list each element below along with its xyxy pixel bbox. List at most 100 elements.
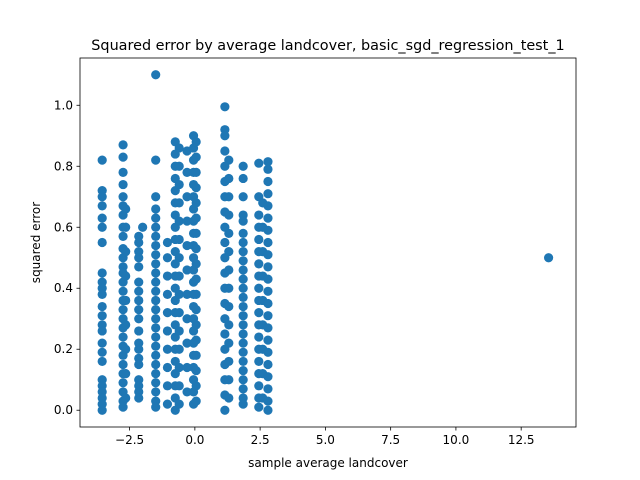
data-point [97, 289, 107, 299]
data-point [151, 378, 161, 388]
data-point [254, 283, 264, 293]
data-point [254, 381, 264, 391]
x-tick-label: 12.5 [508, 433, 535, 447]
data-point [151, 295, 161, 306]
data-point [151, 387, 161, 397]
data-point [263, 372, 273, 382]
data-point [174, 253, 184, 263]
x-tick-label: 5.0 [316, 433, 335, 447]
data-point [191, 350, 201, 360]
data-point [224, 265, 234, 275]
data-point [263, 250, 273, 260]
data-point [220, 102, 230, 112]
data-point [174, 289, 184, 299]
data-point [191, 320, 201, 330]
data-point [151, 70, 161, 80]
data-point [134, 314, 144, 324]
x-tick-label: 7.5 [381, 433, 400, 447]
data-point [263, 274, 273, 284]
data-point [191, 183, 201, 193]
data-point [151, 359, 161, 370]
data-point [238, 384, 248, 394]
data-point [224, 228, 234, 238]
data-point [238, 228, 248, 238]
data-point [224, 301, 234, 312]
data-point [224, 173, 234, 184]
data-point [263, 225, 273, 235]
data-point [191, 289, 201, 299]
data-point [97, 301, 107, 312]
data-point [254, 402, 264, 412]
data-point [220, 131, 230, 141]
data-point [254, 259, 264, 269]
data-point [97, 213, 107, 223]
data-point [191, 198, 201, 208]
data-point [238, 347, 248, 357]
data-point [191, 381, 201, 391]
data-point [118, 304, 128, 315]
data-point [191, 244, 201, 254]
data-point [263, 396, 273, 406]
data-point [162, 381, 173, 391]
data-point [191, 213, 201, 223]
data-point [134, 237, 144, 248]
data-point [162, 399, 173, 409]
y-tick-label: 0.8 [54, 159, 73, 173]
data-point [118, 286, 128, 296]
x-tick-label: 2.5 [251, 433, 270, 447]
data-point [97, 222, 107, 232]
data-point [138, 222, 148, 232]
data-point [174, 308, 184, 318]
data-point [254, 158, 264, 168]
data-point [97, 237, 107, 248]
points-layer [97, 70, 554, 415]
data-point [97, 347, 107, 357]
data-point [182, 387, 192, 397]
data-point [182, 289, 192, 299]
data-point [151, 222, 161, 232]
data-point [162, 362, 173, 373]
data-point [191, 228, 201, 238]
data-point [182, 167, 192, 177]
data-point [254, 234, 264, 245]
data-point [174, 234, 184, 245]
data-point [118, 378, 128, 388]
data-point [224, 283, 234, 293]
data-point [238, 283, 248, 293]
data-point [191, 335, 201, 345]
data-point [191, 365, 201, 376]
data-point [238, 292, 248, 302]
data-point [263, 298, 273, 309]
data-point [182, 265, 192, 275]
data-point [118, 192, 128, 202]
data-point [97, 192, 107, 202]
data-point [224, 155, 234, 165]
data-point [191, 304, 201, 315]
data-point [263, 262, 273, 272]
data-point [191, 167, 201, 177]
data-point [238, 365, 248, 376]
data-point [174, 344, 184, 354]
data-point [238, 216, 248, 226]
y-tick-label: 0.4 [54, 281, 73, 295]
data-point [134, 393, 144, 403]
data-point [151, 204, 161, 214]
data-point [162, 289, 173, 299]
data-point [162, 271, 173, 281]
data-point [134, 286, 144, 296]
data-point [238, 320, 248, 330]
y-tick-label: 1.0 [54, 98, 73, 112]
data-point [238, 301, 248, 312]
data-point [97, 326, 107, 336]
data-point [263, 359, 273, 370]
data-point [97, 201, 107, 211]
data-point [151, 402, 161, 412]
data-point [238, 173, 248, 184]
data-point [151, 213, 161, 223]
data-point [118, 152, 128, 162]
data-point [220, 329, 230, 339]
data-point [263, 237, 273, 248]
data-point [254, 308, 264, 318]
data-point [134, 277, 144, 287]
data-point [224, 375, 234, 385]
